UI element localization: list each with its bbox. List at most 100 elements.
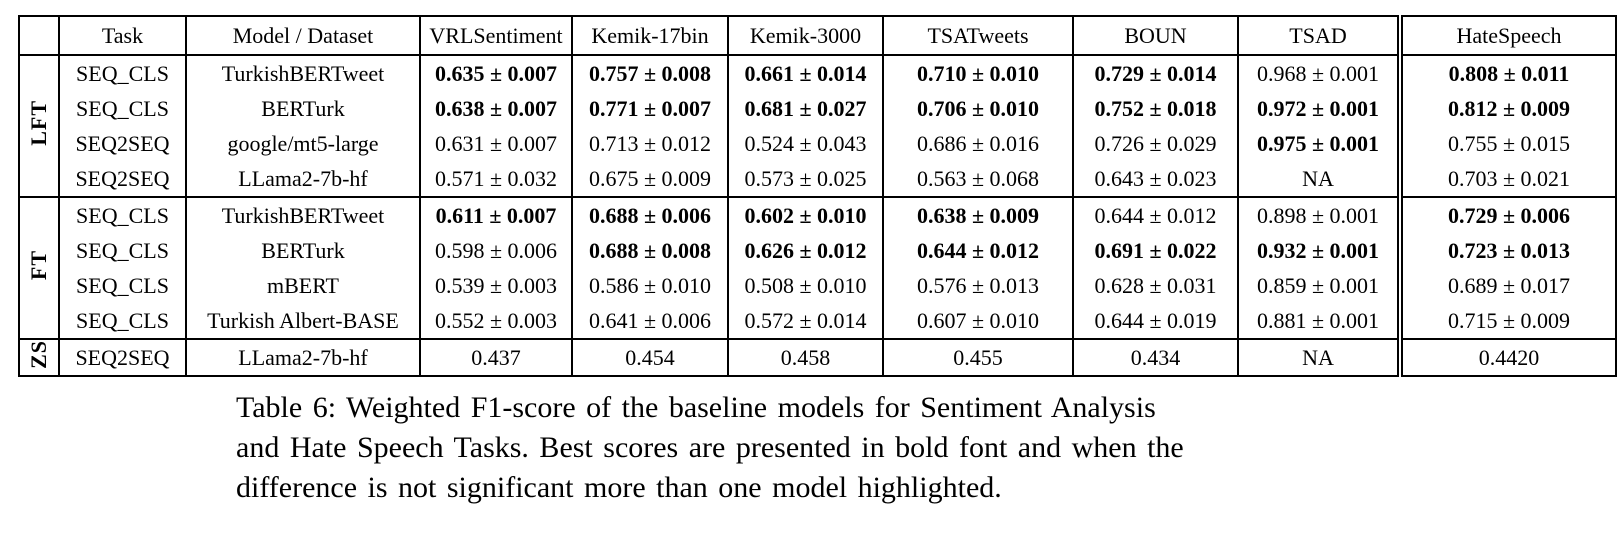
task-cell: SEQ2SEQ [58, 126, 186, 161]
row-group-ft: FT SEQ_CLS TurkishBERTweet 0.611 ± 0.007 0.6… [18, 197, 1616, 339]
score-cell: 0.972 ± 0.001 [1237, 91, 1400, 126]
table-header-row: Task Model / Dataset VRLSentiment Kemik-… [18, 16, 1616, 56]
column-header-tsad: TSAD [1237, 16, 1400, 56]
score-cell: 0.598 ± 0.006 [419, 233, 572, 268]
score-cell: 0.726 ± 0.029 [1072, 126, 1238, 161]
caption-line: Table 6: Weighted F1-score of the baseli… [236, 391, 1156, 424]
score-cell: 0.611 ± 0.007 [419, 197, 572, 233]
score-cell: 0.437 [419, 339, 572, 376]
table-row: SEQ_CLS mBERT 0.539 ± 0.003 0.586 ± 0.010 0.… [19, 268, 1616, 303]
task-cell: SEQ2SEQ [58, 339, 186, 376]
score-cell: NA [1237, 339, 1400, 376]
score-cell: 0.859 ± 0.001 [1237, 268, 1400, 303]
score-cell: 0.688 ± 0.006 [571, 197, 728, 233]
task-cell: SEQ2SEQ [58, 161, 186, 197]
score-cell: 0.524 ± 0.043 [727, 126, 883, 161]
score-cell: 0.563 ± 0.068 [882, 161, 1073, 197]
score-cell: 0.638 ± 0.009 [882, 197, 1073, 233]
score-cell: NA [1237, 161, 1400, 197]
table-row: SEQ_CLS Turkish Albert-BASE 0.552 ± 0.003 0… [19, 303, 1616, 339]
score-cell: 0.757 ± 0.008 [571, 55, 728, 91]
score-cell: 0.703 ± 0.021 [1397, 161, 1616, 197]
model-cell: Turkish Albert-BASE [185, 303, 420, 339]
score-cell: 0.686 ± 0.016 [882, 126, 1073, 161]
score-cell: 0.729 ± 0.006 [1397, 197, 1616, 233]
model-cell: TurkishBERTweet [185, 197, 420, 233]
score-cell: 0.643 ± 0.023 [1072, 161, 1238, 197]
score-cell: 0.968 ± 0.001 [1237, 55, 1400, 91]
column-header-boun: BOUN [1072, 16, 1238, 56]
score-cell: 0.661 ± 0.014 [727, 55, 883, 91]
score-cell: 0.571 ± 0.032 [419, 161, 572, 197]
task-cell: SEQ_CLS [58, 233, 186, 268]
score-cell: 0.713 ± 0.012 [571, 126, 728, 161]
task-cell: SEQ_CLS [58, 303, 186, 339]
score-cell: 0.508 ± 0.010 [727, 268, 883, 303]
score-cell: 0.586 ± 0.010 [571, 268, 728, 303]
score-cell: 0.706 ± 0.010 [882, 91, 1073, 126]
row-group-label-text: ZS [26, 340, 51, 369]
score-cell: 0.812 ± 0.009 [1397, 91, 1616, 126]
column-header-hatespeech: HateSpeech [1397, 16, 1616, 56]
score-cell: 0.729 ± 0.014 [1072, 55, 1238, 91]
row-group-label: LFT [18, 55, 59, 197]
score-cell: 0.628 ± 0.031 [1072, 268, 1238, 303]
score-cell: 0.455 [882, 339, 1073, 376]
model-cell: mBERT [185, 268, 420, 303]
table-row: LFT SEQ_CLS TurkishBERTweet 0.635 ± 0.007 0.… [18, 55, 1616, 197]
table-row: SEQ_CLS BERTurk 0.638 ± 0.007 0.771 ± 0.007… [19, 91, 1616, 126]
score-cell: 0.755 ± 0.015 [1397, 126, 1616, 161]
model-cell: google/mt5-large [185, 126, 420, 161]
row-group-label: ZS [18, 339, 59, 376]
row-group-lft: LFT SEQ_CLS TurkishBERTweet 0.635 ± 0.007 0.… [18, 55, 1616, 197]
score-cell: 0.715 ± 0.009 [1397, 303, 1616, 339]
score-cell: 0.710 ± 0.010 [882, 55, 1073, 91]
score-cell: 0.572 ± 0.014 [727, 303, 883, 339]
task-cell: SEQ_CLS [58, 268, 186, 303]
table-row: SEQ2SEQ LLama2-7b-hf 0.571 ± 0.032 0.675 ± … [19, 161, 1616, 197]
score-cell: 0.808 ± 0.011 [1397, 55, 1616, 91]
results-table: Task Model / Dataset VRLSentiment Kemik-… [18, 15, 1617, 377]
table-row: ZS SEQ2SEQ LLama2-7b-hf 0.437 0.454 0.458 0.45… [18, 339, 1616, 376]
task-cell: SEQ_CLS [58, 197, 186, 233]
score-cell: 0.932 ± 0.001 [1237, 233, 1400, 268]
score-cell: 0.644 ± 0.012 [1072, 197, 1238, 233]
score-cell: 0.675 ± 0.009 [571, 161, 728, 197]
table-caption: Table 6: Weighted F1-score of the baseli… [236, 388, 1376, 508]
score-cell: 0.602 ± 0.010 [727, 197, 883, 233]
score-cell: 0.631 ± 0.007 [419, 126, 572, 161]
column-header-vrlsentiment: VRLSentiment [419, 16, 572, 56]
score-cell: 0.771 ± 0.007 [571, 91, 728, 126]
score-cell: 0.644 ± 0.019 [1072, 303, 1238, 339]
score-cell: 0.573 ± 0.025 [727, 161, 883, 197]
score-cell: 0.688 ± 0.008 [571, 233, 728, 268]
row-group-zs: ZS SEQ2SEQ LLama2-7b-hf 0.437 0.454 0.458 0.45… [18, 339, 1616, 376]
score-cell: 0.4420 [1397, 339, 1616, 376]
score-cell: 0.881 ± 0.001 [1237, 303, 1400, 339]
model-cell: TurkishBERTweet [185, 55, 420, 91]
task-cell: SEQ_CLS [58, 55, 186, 91]
column-header-task: Task [58, 16, 186, 56]
score-cell: 0.626 ± 0.012 [727, 233, 883, 268]
score-cell: 0.539 ± 0.003 [419, 268, 572, 303]
table-row: SEQ2SEQ google/mt5-large 0.631 ± 0.007 0.71… [19, 126, 1616, 161]
model-cell: LLama2-7b-hf [185, 161, 420, 197]
column-header-kemik-3000: Kemik-3000 [727, 16, 883, 56]
score-cell: 0.975 ± 0.001 [1237, 126, 1400, 161]
score-cell: 0.638 ± 0.007 [419, 91, 572, 126]
row-group-label-text: FT [26, 249, 51, 281]
corner-cell [18, 16, 59, 56]
model-cell: LLama2-7b-hf [185, 339, 420, 376]
column-header-model-dataset: Model / Dataset [185, 16, 420, 56]
caption-line: and Hate Speech Tasks. Best scores are p… [236, 431, 1184, 464]
table-row: SEQ_CLS BERTurk 0.598 ± 0.006 0.688 ± 0.008… [19, 233, 1616, 268]
column-header-kemik-17bin: Kemik-17bin [571, 16, 728, 56]
table-row: FT SEQ_CLS TurkishBERTweet 0.611 ± 0.007 0.6… [18, 197, 1616, 339]
score-cell: 0.458 [727, 339, 883, 376]
score-cell: 0.434 [1072, 339, 1238, 376]
score-cell: 0.752 ± 0.018 [1072, 91, 1238, 126]
score-cell: 0.898 ± 0.001 [1237, 197, 1400, 233]
score-cell: 0.644 ± 0.012 [882, 233, 1073, 268]
caption-line: difference is not significant more than … [236, 471, 1002, 504]
score-cell: 0.641 ± 0.006 [571, 303, 728, 339]
